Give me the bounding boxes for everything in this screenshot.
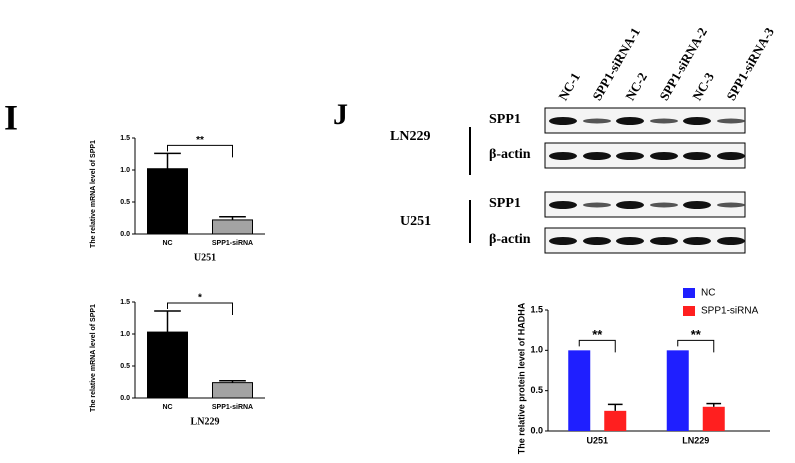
lane-label: NC-2 xyxy=(622,70,650,103)
x-axis-label: LN229 xyxy=(191,416,220,427)
blot-row-label: β-actin xyxy=(489,147,531,162)
blot-row-label: SPP1 xyxy=(489,196,521,211)
bar xyxy=(212,219,253,235)
blot-band xyxy=(650,152,678,160)
panel-letter: J xyxy=(333,98,348,131)
x-tick-label: NC xyxy=(162,240,172,247)
blot-band xyxy=(683,152,711,160)
bar xyxy=(666,350,689,431)
blot-band xyxy=(717,202,745,208)
blot-band xyxy=(549,117,577,125)
significance-label: ** xyxy=(196,135,204,146)
y-tick-label: 1.5 xyxy=(120,299,130,306)
cell-line-label: U251 xyxy=(400,214,431,229)
blot-band xyxy=(717,237,745,245)
legend-label: SPP1-siRNA xyxy=(701,306,759,317)
lane-label: NC-3 xyxy=(689,69,717,103)
blot-frame xyxy=(544,107,746,134)
blot-band xyxy=(583,202,611,208)
y-tick-label: 1.5 xyxy=(120,135,130,142)
blot-band xyxy=(549,152,577,160)
blot-band xyxy=(717,118,745,124)
blot-band xyxy=(616,117,644,125)
y-tick-label: 1.0 xyxy=(120,331,130,338)
significance-bracket xyxy=(578,339,616,353)
blot-band xyxy=(683,237,711,245)
blot-frame xyxy=(544,227,746,254)
bar xyxy=(147,331,188,399)
significance-label: ** xyxy=(592,327,603,342)
blot-band xyxy=(683,201,711,209)
y-tick-label: 0.5 xyxy=(120,199,130,206)
x-tick-label: LN229 xyxy=(682,435,709,445)
significance-bracket xyxy=(167,302,233,315)
blot-band xyxy=(616,201,644,209)
y-axis-label: The relative mRNA level of SPP1 xyxy=(90,304,97,412)
blot-frame xyxy=(544,191,746,218)
bar xyxy=(604,410,627,431)
y-tick-label: 1.5 xyxy=(530,304,543,314)
x-tick-label: U251 xyxy=(586,435,608,445)
y-tick-label: 0.5 xyxy=(530,385,543,395)
blot-band xyxy=(549,237,577,245)
significance-bracket xyxy=(677,339,715,353)
blot-row-label: β-actin xyxy=(489,232,531,247)
blot-band xyxy=(583,237,611,245)
bar xyxy=(212,382,253,399)
bar xyxy=(147,168,188,235)
legend-swatch xyxy=(683,306,695,316)
significance-label: ** xyxy=(691,327,702,342)
blot-band xyxy=(616,237,644,245)
y-axis-label: The relative protein level of HADHA xyxy=(516,302,526,454)
blot-band xyxy=(583,152,611,160)
cell-line-label: LN229 xyxy=(390,129,430,144)
x-tick-label: SPP1-siRNA xyxy=(212,240,253,247)
blot-band xyxy=(683,117,711,125)
x-tick-label: SPP1-siRNA xyxy=(212,404,253,411)
legend-swatch xyxy=(683,288,695,298)
blot-band xyxy=(717,152,745,160)
blot-band xyxy=(583,118,611,124)
blot-band xyxy=(549,201,577,209)
panel-letter: I xyxy=(4,97,18,137)
legend-label: NC xyxy=(701,288,715,299)
lane-label: NC-1 xyxy=(555,70,583,103)
y-tick-label: 0.0 xyxy=(120,395,130,402)
lane-label: SPP1-siRNA-3 xyxy=(723,24,777,103)
x-tick-label: NC xyxy=(162,404,172,411)
y-tick-label: 0.0 xyxy=(530,425,543,435)
blot-band xyxy=(616,152,644,160)
y-tick-label: 0.0 xyxy=(120,231,130,238)
blot-frame xyxy=(544,142,746,169)
bar xyxy=(568,350,591,431)
blot-row-label: SPP1 xyxy=(489,112,521,127)
blot-band xyxy=(650,237,678,245)
significance-bracket xyxy=(167,144,233,158)
y-tick-label: 1.0 xyxy=(120,167,130,174)
bar xyxy=(702,406,725,431)
significance-label: * xyxy=(198,293,202,304)
y-tick-label: 1.0 xyxy=(530,345,543,355)
blot-band xyxy=(650,202,678,208)
x-axis-label: U251 xyxy=(194,252,216,263)
y-tick-label: 0.5 xyxy=(120,363,130,370)
y-axis-label: The relative mRNA level of SPP1 xyxy=(90,140,97,248)
blot-band xyxy=(650,118,678,124)
